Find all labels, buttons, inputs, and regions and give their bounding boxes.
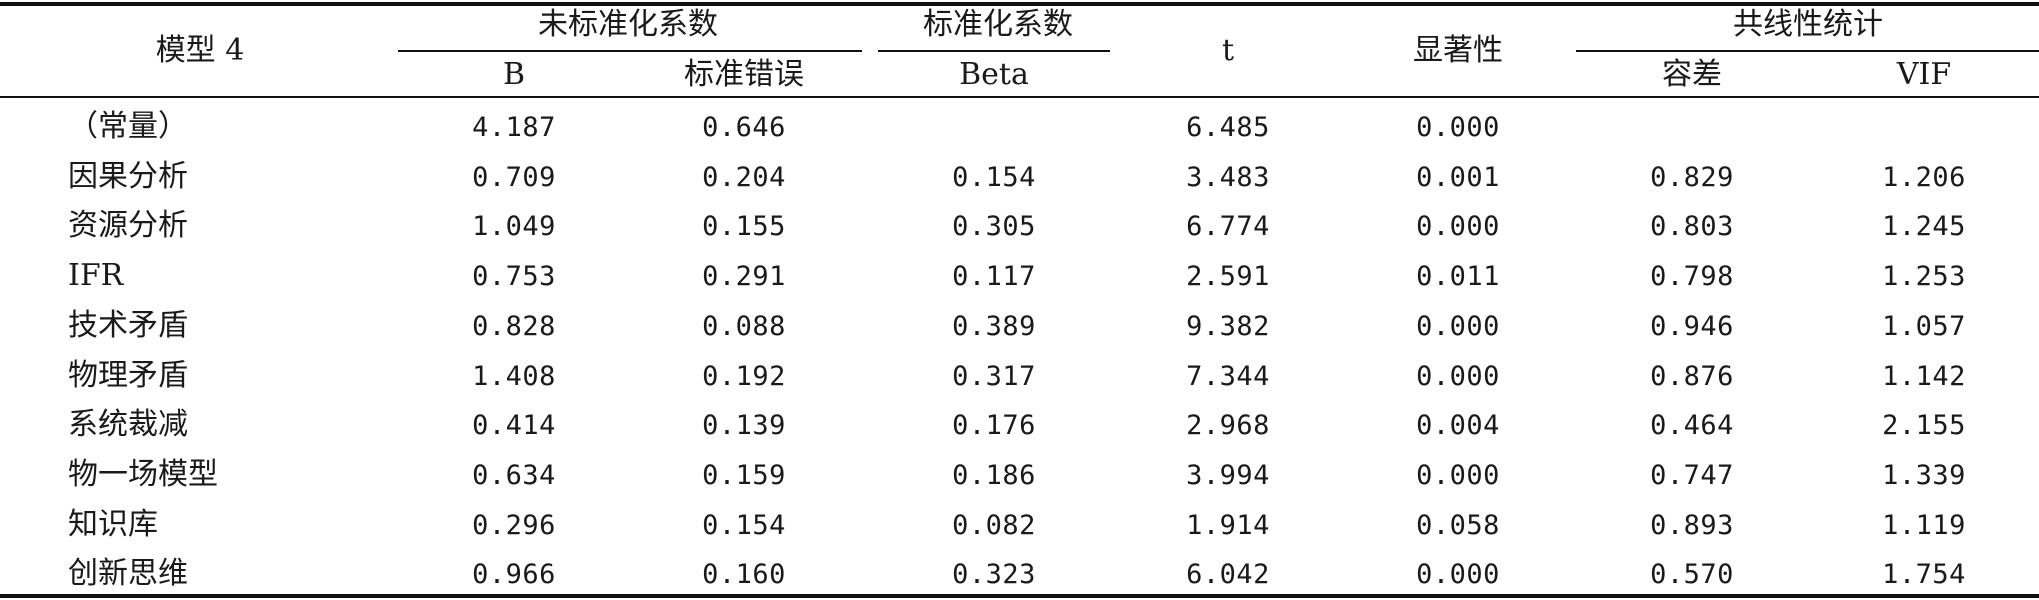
cell-t: 7.344 <box>1186 361 1270 392</box>
cell-tol: 0.747 <box>1650 460 1734 491</box>
header-significance: 显著性 <box>1413 33 1503 68</box>
cell-beta: 0.117 <box>952 261 1036 292</box>
row-label: 物一场模型 <box>68 457 218 492</box>
cell-se: 0.154 <box>702 510 786 541</box>
header-model: 模型 4 <box>155 33 245 68</box>
header-vif: VIF <box>1896 57 1952 92</box>
cell-t: 3.994 <box>1186 460 1270 491</box>
cell-b: 1.049 <box>472 211 556 242</box>
cell-tol: 0.946 <box>1650 311 1734 342</box>
cell-vif: 1.057 <box>1882 311 1966 342</box>
cell-vif: 2.155 <box>1882 410 1966 441</box>
cell-sig: 0.058 <box>1416 510 1500 541</box>
cell-tol: 0.876 <box>1650 361 1734 392</box>
cell-beta: 0.305 <box>952 211 1036 242</box>
cell-b: 0.296 <box>472 510 556 541</box>
row-label: 创新思维 <box>68 556 188 591</box>
cell-sig: 0.001 <box>1416 162 1500 193</box>
table-bottom-rule <box>0 594 2039 598</box>
header-t: t <box>1221 33 1235 68</box>
cell-sig: 0.011 <box>1416 261 1500 292</box>
cell-sig: 0.000 <box>1416 211 1500 242</box>
cell-se: 0.159 <box>702 460 786 491</box>
cell-vif: 1.754 <box>1882 559 1966 590</box>
row-label: 知识库 <box>68 507 158 542</box>
cell-sig: 0.000 <box>1416 559 1500 590</box>
cell-b: 0.966 <box>472 559 556 590</box>
cell-se: 0.160 <box>702 559 786 590</box>
cell-t: 6.485 <box>1186 112 1270 143</box>
cell-se: 0.646 <box>702 112 786 143</box>
cell-se: 0.139 <box>702 410 786 441</box>
row-label: IFR <box>68 258 124 293</box>
cell-t: 6.042 <box>1186 559 1270 590</box>
cell-beta: 0.154 <box>952 162 1036 193</box>
table-header-rule <box>0 96 2039 98</box>
cell-b: 0.414 <box>472 410 556 441</box>
cell-t: 9.382 <box>1186 311 1270 342</box>
cell-tol: 0.570 <box>1650 559 1734 590</box>
cell-t: 3.483 <box>1186 162 1270 193</box>
row-label: 资源分析 <box>68 208 188 243</box>
cell-se: 0.155 <box>702 211 786 242</box>
cell-se: 0.192 <box>702 361 786 392</box>
cell-tol: 0.803 <box>1650 211 1734 242</box>
collinearity-group-rule <box>1576 50 2039 52</box>
cell-sig: 0.000 <box>1416 460 1500 491</box>
cell-tol: 0.464 <box>1650 410 1734 441</box>
cell-beta: 0.176 <box>952 410 1036 441</box>
cell-t: 2.591 <box>1186 261 1270 292</box>
row-label: 系统裁减 <box>68 407 188 442</box>
cell-t: 1.914 <box>1186 510 1270 541</box>
cell-b: 0.709 <box>472 162 556 193</box>
header-standardized: 标准化系数 <box>923 7 1073 42</box>
cell-b: 1.408 <box>472 361 556 392</box>
cell-vif: 1.253 <box>1882 261 1966 292</box>
cell-vif: 1.119 <box>1882 510 1966 541</box>
header-beta: Beta <box>959 57 1029 92</box>
cell-sig: 0.000 <box>1416 112 1500 143</box>
row-label: 因果分析 <box>68 159 188 194</box>
cell-tol: 0.829 <box>1650 162 1734 193</box>
cell-b: 0.753 <box>472 261 556 292</box>
cell-b: 4.187 <box>472 112 556 143</box>
standardized-group-rule <box>878 50 1110 52</box>
header-std-error: 标准错误 <box>684 57 804 92</box>
cell-se: 0.204 <box>702 162 786 193</box>
cell-se: 0.291 <box>702 261 786 292</box>
cell-sig: 0.000 <box>1416 311 1500 342</box>
cell-se: 0.088 <box>702 311 786 342</box>
cell-vif: 1.142 <box>1882 361 1966 392</box>
header-b: B <box>502 57 526 92</box>
cell-beta: 0.323 <box>952 559 1036 590</box>
cell-beta: 0.186 <box>952 460 1036 491</box>
cell-beta: 0.389 <box>952 311 1036 342</box>
cell-tol: 0.893 <box>1650 510 1734 541</box>
cell-b: 0.634 <box>472 460 556 491</box>
cell-tol: 0.798 <box>1650 261 1734 292</box>
row-label: 技术矛盾 <box>68 308 188 343</box>
row-label: （常量） <box>68 109 188 144</box>
header-unstandardized: 未标准化系数 <box>538 7 718 42</box>
header-collinearity: 共线性统计 <box>1733 7 1883 42</box>
row-label: 物理矛盾 <box>68 358 188 393</box>
cell-vif: 1.206 <box>1882 162 1966 193</box>
cell-beta: 0.082 <box>952 510 1036 541</box>
cell-vif: 1.245 <box>1882 211 1966 242</box>
cell-b: 0.828 <box>472 311 556 342</box>
cell-sig: 0.000 <box>1416 361 1500 392</box>
unstandardized-group-rule <box>398 50 862 52</box>
cell-beta: 0.317 <box>952 361 1036 392</box>
cell-t: 2.968 <box>1186 410 1270 441</box>
cell-sig: 0.004 <box>1416 410 1500 441</box>
cell-vif: 1.339 <box>1882 460 1966 491</box>
cell-t: 6.774 <box>1186 211 1270 242</box>
table-top-rule <box>0 2 2039 6</box>
header-tolerance: 容差 <box>1662 57 1722 92</box>
